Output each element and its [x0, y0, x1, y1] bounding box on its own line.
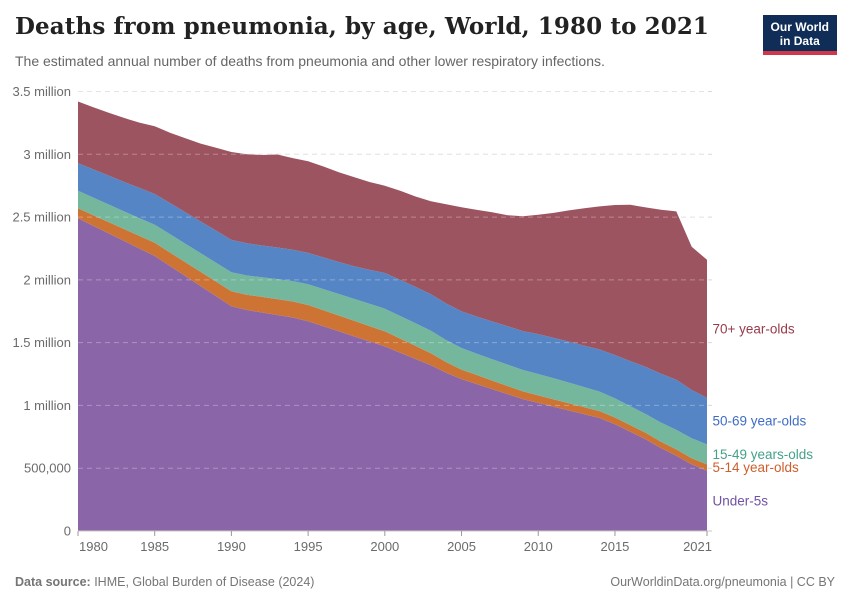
chart-subtitle: The estimated annual number of deaths fr… [15, 53, 605, 69]
owid-logo-line1: Our World [770, 20, 829, 34]
data-source: Data source: IHME, Global Burden of Dise… [15, 575, 314, 589]
area-under-5s[interactable] [78, 218, 707, 532]
x-axis-label: 2021 [683, 539, 712, 554]
x-axis-label: 2010 [524, 539, 553, 554]
data-source-label: Data source: [15, 575, 91, 589]
y-axis-label: 1.5 million [12, 335, 71, 350]
y-axis-label: 3.5 million [12, 84, 71, 99]
y-axis-label: 0 [64, 524, 71, 539]
data-source-text: IHME, Global Burden of Disease (2024) [90, 575, 315, 589]
x-axis-label: 2015 [600, 539, 629, 554]
x-axis-label: 1995 [294, 539, 323, 554]
owid-logo[interactable]: Our World in Data [762, 15, 837, 55]
series-label-70-plus-year-olds[interactable]: 70+ year-olds [713, 321, 795, 336]
x-axis-label: 1990 [217, 539, 246, 554]
y-axis-label: 2 million [23, 272, 71, 287]
chart-footer: Data source: IHME, Global Burden of Dise… [15, 575, 835, 589]
page-title: Deaths from pneumonia, by age, World, 19… [15, 13, 710, 40]
y-axis-label: 500,000 [24, 461, 71, 476]
y-axis-label: 1 million [23, 398, 71, 413]
footer-url-license[interactable]: OurWorldinData.org/pneumonia | CC BY [610, 575, 835, 589]
y-axis-label: 2.5 million [12, 210, 71, 225]
area-15-49-year-olds[interactable] [78, 190, 707, 465]
area-50-69-year-olds[interactable] [78, 163, 707, 445]
series-label-5-14-year-olds[interactable]: 5-14 year-olds [713, 460, 800, 475]
area-70-plus-year-olds[interactable] [78, 101, 707, 398]
x-axis-label: 2000 [370, 539, 399, 554]
x-axis-label: 1980 [79, 539, 108, 554]
footer-license: OurWorldinData.org/pneumonia | CC BY [610, 575, 835, 589]
series-label-15-49-year-olds[interactable]: 15-49 years-olds [713, 447, 814, 462]
x-axis-label: 2005 [447, 539, 476, 554]
owid-logo-line2: in Data [779, 34, 820, 48]
area-5-14-year-olds[interactable] [78, 208, 707, 471]
series-label-50-69-year-olds[interactable]: 50-69 year-olds [713, 414, 807, 429]
y-axis-label: 3 million [23, 147, 71, 162]
series-label-under-5s[interactable]: Under-5s [713, 493, 769, 508]
x-axis-label: 1985 [140, 539, 169, 554]
